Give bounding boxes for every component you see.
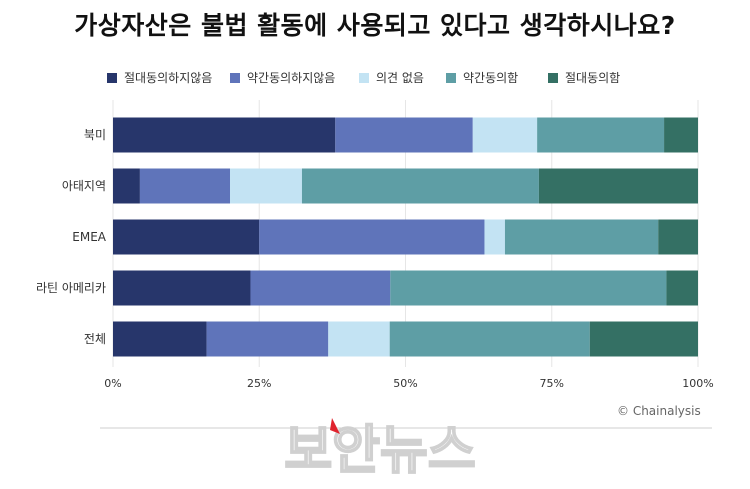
category-label: EMEA bbox=[72, 230, 107, 244]
bar-segment bbox=[301, 168, 539, 204]
bar-segment bbox=[666, 270, 698, 306]
bar-segment bbox=[537, 117, 665, 153]
watermark-text: 보안뉴스 bbox=[284, 421, 475, 481]
watermark-red-mark bbox=[330, 418, 340, 434]
bar-segment bbox=[113, 321, 207, 357]
chart-title: 가상자산은 불법 활동에 사용되고 있다고 생각하시나요? bbox=[74, 11, 676, 40]
bar-segment bbox=[472, 117, 538, 153]
bar-segment bbox=[664, 117, 698, 153]
bar-segment bbox=[658, 219, 698, 255]
legend-label-4: 약간동의함 bbox=[463, 70, 518, 85]
bar-segment bbox=[113, 270, 251, 306]
legend-swatch-5 bbox=[548, 73, 558, 83]
bar-segment bbox=[250, 270, 391, 306]
x-tick-label: 100% bbox=[682, 377, 713, 390]
bar-segment bbox=[113, 117, 336, 153]
bar-segment bbox=[259, 219, 485, 255]
x-tick-label: 75% bbox=[540, 377, 564, 390]
bar-segment bbox=[113, 168, 140, 204]
chainalysis-credit: © Chainalysis bbox=[617, 404, 701, 418]
category-label: 전체 bbox=[84, 332, 106, 346]
legend-label-1: 절대동의하지않음 bbox=[124, 71, 212, 85]
bar-segment bbox=[538, 168, 698, 204]
bar-segment bbox=[484, 219, 505, 255]
bar-segment bbox=[390, 270, 667, 306]
legend-swatch-2 bbox=[230, 73, 240, 83]
legend-swatch-4 bbox=[446, 73, 456, 83]
bar-segment bbox=[504, 219, 659, 255]
bar-segment bbox=[230, 168, 302, 204]
bar-segment bbox=[589, 321, 698, 357]
bar-segment bbox=[139, 168, 230, 204]
bar-segment bbox=[328, 321, 390, 357]
bar-segment bbox=[335, 117, 473, 153]
legend-swatch-3 bbox=[359, 73, 369, 83]
x-tick-label: 50% bbox=[393, 377, 417, 390]
legend-swatch-1 bbox=[107, 73, 117, 83]
legend-label-3: 의견 없음 bbox=[376, 71, 424, 85]
bar-segment bbox=[113, 219, 260, 255]
legend-label-2: 약간동의하지않음 bbox=[247, 70, 335, 85]
category-label: 아태지역 bbox=[62, 179, 106, 193]
category-label: 라틴 아메리카 bbox=[36, 281, 106, 295]
legend-label-5: 절대동의함 bbox=[565, 71, 620, 85]
bar-segment bbox=[389, 321, 590, 357]
boannews-watermark-logo: 보안뉴스 bbox=[283, 418, 477, 482]
bar-segment bbox=[206, 321, 329, 357]
x-tick-label: 25% bbox=[247, 377, 271, 390]
x-tick-label: 0% bbox=[104, 377, 121, 390]
category-label: 북미 bbox=[84, 128, 106, 142]
